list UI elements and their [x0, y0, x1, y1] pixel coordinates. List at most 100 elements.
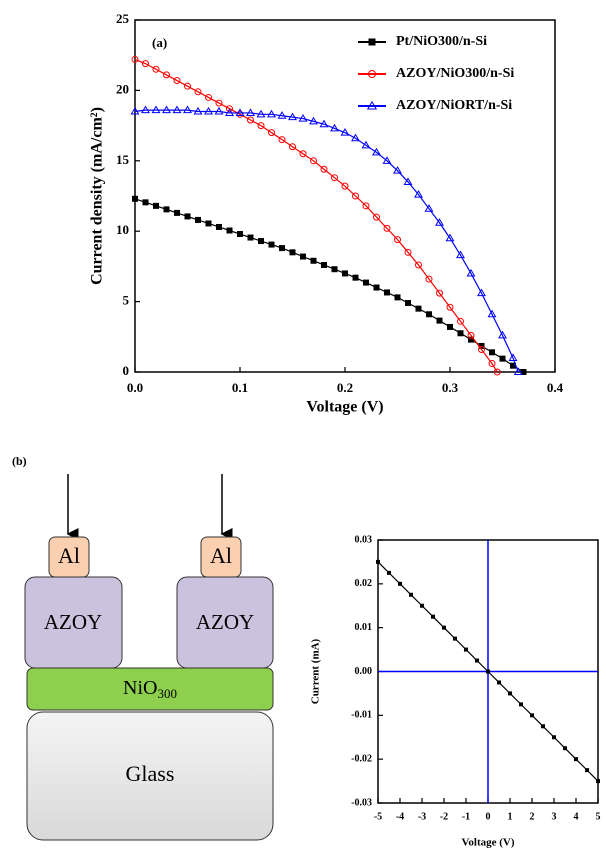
data-point	[247, 234, 254, 241]
x-tick-label: 0.2	[337, 380, 353, 395]
y-axis-label: Current (mA)	[310, 638, 322, 704]
data-point	[257, 122, 265, 130]
data-point	[153, 202, 159, 209]
data-point	[247, 116, 254, 124]
data-point	[162, 105, 171, 114]
data-point	[436, 289, 443, 297]
data-point	[436, 317, 443, 324]
x-tick-label: 0.4	[547, 380, 564, 395]
data-point	[268, 241, 275, 248]
data-point	[497, 680, 501, 685]
data-point	[499, 355, 506, 362]
data-point	[151, 105, 161, 114]
data-point	[508, 353, 518, 361]
data-point	[141, 105, 150, 114]
data-point	[340, 128, 350, 136]
data-point	[163, 71, 170, 79]
data-point	[468, 336, 474, 343]
data-point	[414, 190, 423, 198]
data-point	[487, 309, 497, 318]
data-point	[215, 99, 223, 107]
data-point	[519, 702, 523, 707]
data-point	[486, 669, 490, 674]
data-point	[131, 55, 139, 63]
data-point	[376, 559, 380, 564]
x-tick-label: 0.1	[232, 380, 248, 395]
data-point	[467, 331, 475, 339]
data-point	[237, 231, 243, 238]
legend-marker	[368, 70, 376, 78]
data-point	[226, 105, 233, 113]
data-point	[453, 636, 457, 641]
data-point	[510, 362, 516, 369]
data-point	[372, 147, 381, 156]
y-tick-label: -0.02	[351, 753, 372, 764]
data-point	[289, 143, 296, 151]
data-point	[352, 274, 359, 281]
data-point	[289, 249, 296, 256]
data-point	[132, 195, 138, 202]
device-diagram: Al Al AZOY AZOY NiO300 Glass	[24, 474, 274, 841]
electrode-label: AZOY	[196, 610, 254, 634]
data-point	[216, 223, 222, 230]
data-point	[574, 757, 578, 762]
data-point	[142, 199, 149, 206]
data-point	[342, 270, 348, 277]
data-point	[288, 112, 297, 121]
data-point	[173, 77, 181, 85]
data-point	[393, 166, 402, 174]
nio-film	[26, 667, 274, 711]
data-point	[226, 227, 233, 234]
x-tick-label: 0.0	[127, 380, 143, 395]
contact-label: Al	[210, 543, 232, 568]
x-tick-label: -2	[440, 811, 448, 822]
x-tick-label: 2	[530, 811, 535, 822]
data-point	[268, 129, 275, 137]
substrate-label: Glass	[126, 761, 175, 786]
data-point	[405, 300, 411, 307]
data-point	[320, 165, 328, 173]
data-point	[398, 581, 402, 586]
x-tick-label: -1	[462, 811, 470, 822]
data-point	[513, 367, 523, 376]
data-point	[394, 294, 401, 301]
data-point	[352, 192, 359, 200]
data-point	[205, 220, 212, 227]
data-point	[477, 288, 486, 297]
data-point	[277, 111, 287, 119]
x-tick-label: 4	[574, 811, 579, 822]
x-axis-label: Voltage (V)	[306, 399, 383, 416]
x-tick-label: 0.3	[442, 380, 459, 395]
y-tick-label: -0.01	[351, 710, 372, 721]
data-point	[361, 140, 371, 149]
data-point	[457, 330, 464, 337]
data-point	[321, 261, 327, 268]
data-point	[258, 238, 264, 245]
film-label: NiO300	[123, 677, 177, 701]
legend-label: Pt/NiO300/n-Si	[396, 34, 487, 49]
data-point	[256, 109, 266, 118]
data-point	[457, 317, 464, 325]
data-point	[278, 136, 286, 144]
legend-label: AZOY/NiORT/n-Si	[396, 98, 512, 113]
data-point	[299, 150, 307, 158]
panel-label: (b)	[12, 454, 27, 468]
y-tick-label: 5	[123, 293, 130, 308]
data-point	[183, 105, 192, 114]
y-tick-label: 15	[116, 152, 130, 167]
y-tick-label: 0	[123, 363, 130, 378]
data-point	[488, 360, 496, 368]
x-tick-label: 5	[596, 811, 601, 822]
data-point	[310, 257, 317, 264]
data-point	[445, 233, 455, 242]
data-point	[478, 342, 485, 349]
data-point	[235, 108, 245, 116]
data-point	[373, 213, 380, 221]
electrode-label: AZOY	[44, 610, 102, 634]
data-point	[464, 647, 468, 652]
data-point	[478, 345, 485, 353]
x-tick-label: -4	[396, 811, 404, 822]
data-point	[174, 209, 180, 216]
data-point	[498, 330, 507, 339]
